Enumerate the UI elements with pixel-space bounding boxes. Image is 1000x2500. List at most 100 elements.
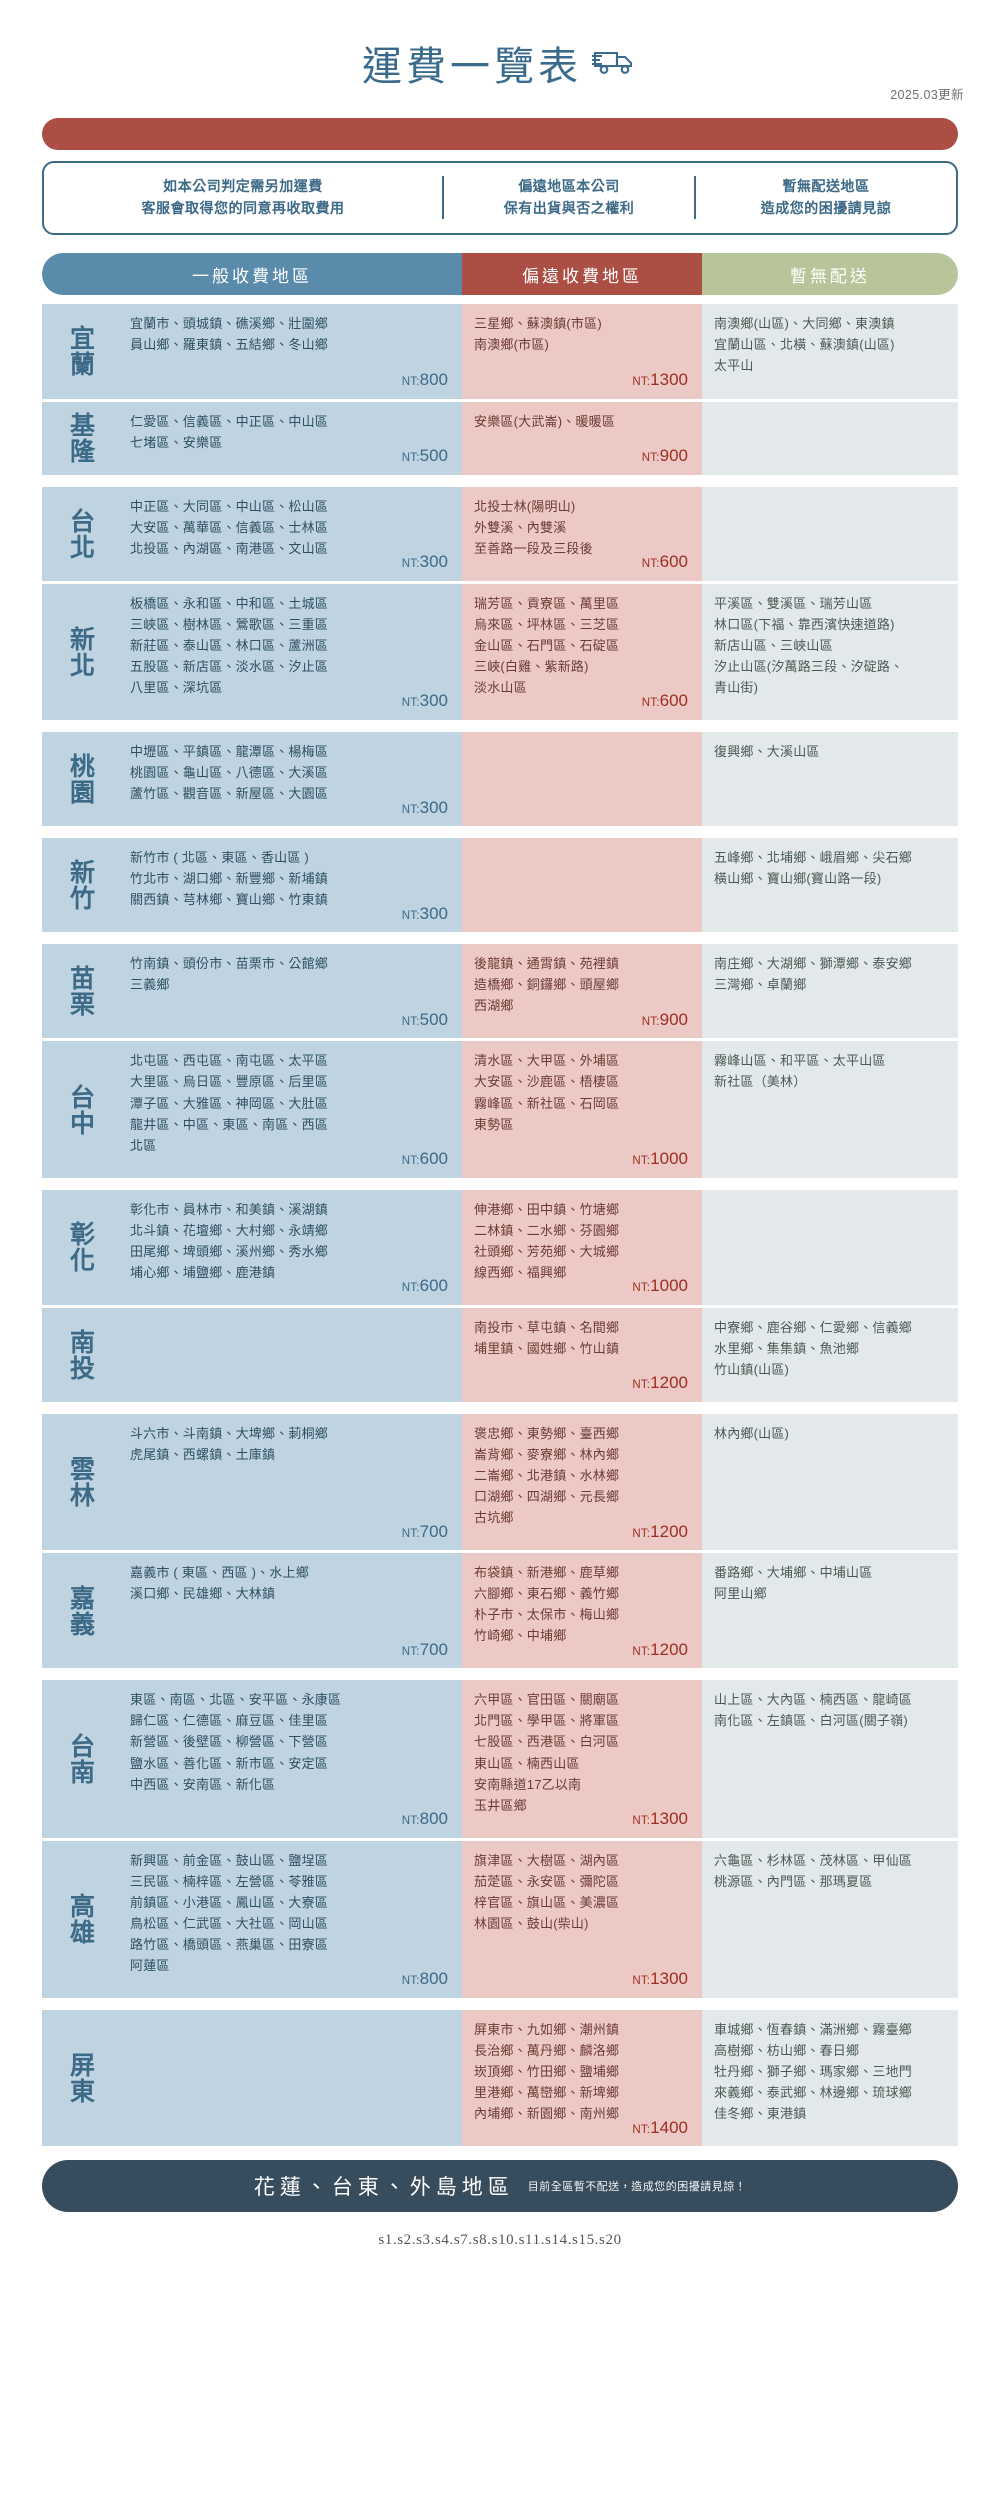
table-row: 宜蘭 宜蘭市、頭城鎮、礁溪鄉、壯圍鄉 員山鄉、羅東鎮、五結鄉、冬山鄉 NT:800 三星…: [42, 304, 958, 399]
area-line: 二崙鄉、北港鎮、水林鄉: [474, 1468, 620, 1484]
area-line: 大安區、萬華區、信義區、士林區: [130, 519, 329, 535]
table-row: 苗栗 竹南鎮、頭份市、苗栗市、公館鄉 三義鄉 NT:500 後龍鎮、通霄鎮、苑裡鎮 造橋鄉…: [42, 944, 958, 1039]
area-line: 龍井區、中區、東區、南區、西區: [130, 1116, 329, 1132]
cell-remote: 布袋鎮、新港鄉、鹿草鄉 六腳鄉、東石鄉、義竹鄉 朴子市、太保市、梅山鄉 竹崎鄉、中埔鄉…: [462, 1553, 702, 1669]
area-line: 五股區、新店區、淡水區、汐止區: [130, 658, 329, 674]
area-line: 長治鄉、萬丹鄉、麟洛鄉: [474, 2043, 620, 2058]
cell-remote: 伸港鄉、田中鎮、竹塘鄉 二林鎮、二水鄉、芬園鄉 社頭鄉、芳苑鄉、大城鄉 線西鄉、福興鄉…: [462, 1189, 702, 1305]
area-line: 六腳鄉、東石鄉、義竹鄉: [474, 1586, 620, 1602]
table-group: 屏東 屏東市、九如鄉、潮州鎮 長治鄉、萬丹鄉、麟洛鄉 崁頂鄉、竹田鄉、鹽埔鄉 里港鄉、萬…: [42, 2009, 958, 2147]
area-line: 林口區(下福、靠西濱快速道路): [714, 616, 895, 632]
area-line: 霧峰山區、和平區、太平山區: [714, 1053, 886, 1069]
cell-remote: 南投市、草屯鎮、名間鄉 埔里鎮、國姓鄉、竹山鎮 NT:1200: [462, 1307, 702, 1402]
page-title: 運費一覽表: [362, 45, 582, 89]
area-line: 至善路一段及三段後: [474, 540, 593, 556]
area-line: 歸仁區、仁德區、麻豆區、佳里區: [130, 1713, 329, 1729]
notice-line: 暫無配送地區: [782, 178, 870, 194]
province-label-text: 新北: [66, 625, 95, 678]
page-header: 運費一覽表 2025.03更新: [0, 0, 1000, 118]
area-line: 南澳鄉(市區): [474, 337, 550, 353]
notice-line: 如本公司判定需另加運費: [163, 178, 323, 194]
cell-none: 林內鄉(山區): [702, 1413, 958, 1551]
cell-none: [702, 1189, 958, 1305]
area-line: 伸港鄉、田中鎮、竹塘鄉: [474, 1201, 620, 1217]
province-label: 新竹: [42, 838, 118, 933]
province-label: 嘉義: [42, 1553, 118, 1669]
area-line: 八里區、深坑區: [130, 679, 223, 695]
province-label: 高雄: [42, 1840, 118, 1998]
province-label: 新北: [42, 583, 118, 720]
area-line: 旗津區、大樹區、湖內區: [474, 1852, 620, 1868]
area-line: 六甲區、官田區、關廟區: [474, 1692, 620, 1708]
area-line: 高樹鄉、枋山鄉、春日鄉: [714, 2043, 860, 2058]
cell-none: [702, 486, 958, 581]
area-line: 中壢區、平鎮區、龍潭區、楊梅區: [130, 743, 329, 759]
table-group: 雲林 斗六市、斗南鎮、大埤鄉、莿桐鄉 虎尾鎮、西螺鎮、土庫鎮 NT:700 褒忠鄉、東勢…: [42, 1413, 958, 1669]
notice-box: 如本公司判定需另加運費 客服會取得您的同意再收取費用 偏遠地區本公司 保有出貨與…: [42, 161, 958, 236]
area-line: 宜蘭市、頭城鎮、礁溪鄉、壯圍鄉: [130, 316, 329, 332]
area-line: 三峽區、樹林區、鶯歌區、三重區: [130, 616, 329, 632]
province-label-text: 基隆: [66, 412, 95, 465]
area-line: 玉井區鄉: [474, 1797, 527, 1813]
cell-none: 南澳鄉(山區)、大同鄉、東澳鎮 宜蘭山區、北橫、蘇澳鎮(山區) 太平山: [702, 304, 958, 399]
price-normal: NT:700: [401, 1639, 448, 1659]
area-line: 青山街): [714, 679, 759, 695]
cell-normal: 新興區、前金區、鼓山區、鹽埕區 三民區、楠梓區、左營區、苓雅區 前鎮區、小港區、鳳山…: [118, 1840, 462, 1998]
notice-column-remote: 偏遠地區本公司 保有出貨與否之權利: [442, 176, 694, 220]
table-row: 台南 東區、南區、北區、安平區、永康區 歸仁區、仁德區、麻豆區、佳里區 新營區、後壁區…: [42, 1680, 958, 1838]
area-line: 仁愛區、信義區、中正區、中山區: [130, 413, 329, 429]
notice-line: 造成您的困擾請見諒: [760, 199, 892, 216]
area-line: 南澳鄉(山區)、大同鄉、東澳鎮: [714, 316, 895, 332]
area-line: 虎尾鎮、西螺鎮、土庫鎮: [130, 1447, 276, 1463]
shipping-fee-table: 宜蘭 宜蘭市、頭城鎮、礁溪鄉、壯圍鄉 員山鄉、羅東鎮、五結鄉、冬山鄉 NT:800 三星…: [42, 304, 958, 2147]
area-line: 大里區、烏日區、豐原區、后里區: [130, 1074, 329, 1090]
table-row: 新北 板橋區、永和區、中和區、土城區 三峽區、樹林區、鶯歌區、三重區 新莊區、泰山區、…: [42, 583, 958, 720]
table-row: 高雄 新興區、前金區、鼓山區、鹽埕區 三民區、楠梓區、左營區、苓雅區 前鎮區、小港區、…: [42, 1840, 958, 1998]
price-normal: NT:300: [401, 797, 448, 817]
cell-normal: [118, 1307, 462, 1402]
area-line: 新莊區、泰山區、林口區、蘆洲區: [130, 637, 329, 653]
area-line: 關西鎮、芎林鄉、寶山鄉、竹東鎮: [130, 892, 329, 908]
area-line: 里港鄉、萬巒鄉、新埤鄉: [474, 2085, 620, 2101]
area-line: 安南縣道17乙以南: [474, 1776, 582, 1792]
area-line: 霧峰區、新社區、石岡區: [474, 1095, 620, 1111]
area-line: 屏東市、九如鄉、潮州鎮: [474, 2021, 620, 2037]
area-line: 阿里山鄉: [714, 1586, 767, 1602]
province-label: 基隆: [42, 401, 118, 475]
area-line: 潭子區、大雅區、神岡區、大肚區: [130, 1095, 329, 1111]
footer-bar: 花蓮、台東、外島地區 目前全區暫不配送，造成您的困擾請見諒！: [42, 2160, 958, 2213]
notice-column-nodelivery: 暫無配送地區 造成您的困擾請見諒: [694, 176, 956, 220]
area-line: 清水區、大甲區、外埔區: [474, 1053, 620, 1069]
cell-none: 霧峰山區、和平區、太平山區 新社區（美林）: [702, 1041, 958, 1178]
area-line: 復興鄉、大溪山區: [714, 743, 820, 759]
area-line: 北斗鎮、花壇鄉、大村鄉、永靖鄉: [130, 1222, 329, 1238]
area-line: 橫山鄉、寶山鄉(寶山路一段): [714, 871, 882, 887]
area-line: 桃園區、龜山區、八德區、大溪區: [130, 765, 329, 781]
price-remote: NT:1000: [632, 1149, 688, 1169]
cell-remote: 北投士林(陽明山) 外雙溪、內雙溪 至善路一段及三段後 NT:600: [462, 486, 702, 581]
area-line: 來義鄉、泰武鄉、林邊鄉、琉球鄉: [714, 2085, 913, 2101]
province-label-text: 桃園: [66, 753, 95, 806]
area-line: 新社區（美林）: [714, 1074, 807, 1090]
cell-remote: 清水區、大甲區、外埔區 大安區、沙鹿區、梧棲區 霧峰區、新社區、石岡區 東勢區 NT:1…: [462, 1041, 702, 1178]
area-line: 崁頂鄉、竹田鄉、鹽埔鄉: [474, 2064, 620, 2080]
area-line: 七堵區、安樂區: [130, 434, 223, 450]
area-line: 溪口鄉、民雄鄉、大林鎮: [130, 1586, 276, 1602]
price-remote: NT:600: [641, 691, 688, 711]
cell-remote: 後龍鎮、通霄鎮、苑裡鎮 造橋鄉、銅鑼鄉、頭屋鄉 西湖鄉 NT:900: [462, 944, 702, 1039]
table-group: 彰化 彰化市、員林市、和美鎮、溪湖鎮 北斗鎮、花壇鄉、大村鄉、永靖鄉 田尾鄉、埤頭鄉、…: [42, 1189, 958, 1402]
area-line: 佳冬鄉、東港鎮: [714, 2106, 807, 2122]
area-line: 造橋鄉、銅鑼鄉、頭屋鄉: [474, 977, 620, 993]
area-line: 北屯區、西屯區、南屯區、太平區: [130, 1053, 329, 1069]
area-line: 西湖鄉: [474, 998, 514, 1014]
price-remote: NT:1000: [632, 1276, 688, 1296]
area-line: 中正區、大同區、中山區、松山區: [130, 498, 329, 514]
area-line: 二林鎮、二水鄉、芬園鄉: [474, 1222, 620, 1238]
price-remote: NT:900: [641, 446, 688, 466]
cell-normal: 中正區、大同區、中山區、松山區 大安區、萬華區、信義區、士林區 北投區、內湖區、南港…: [118, 486, 462, 581]
area-line: 線西鄉、福興鄉: [474, 1264, 567, 1280]
province-label-text: 高雄: [66, 1893, 95, 1946]
price-normal: NT:600: [401, 1149, 448, 1169]
cell-normal: 宜蘭市、頭城鎮、礁溪鄉、壯圍鄉 員山鄉、羅東鎮、五結鄉、冬山鄉 NT:800: [118, 304, 462, 399]
area-line: 大安區、沙鹿區、梧棲區: [474, 1074, 620, 1090]
